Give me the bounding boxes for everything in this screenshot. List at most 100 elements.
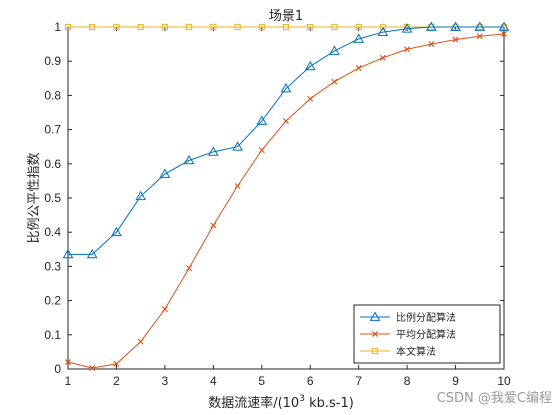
series-layer (62, 21, 510, 371)
marker-stroke (307, 95, 314, 102)
data-point (113, 360, 120, 367)
marker-stroke (186, 265, 193, 272)
data-point (186, 265, 193, 272)
data-point (355, 65, 362, 72)
data-point (89, 23, 96, 31)
x-tick-label: 9 (452, 374, 459, 388)
data-point (256, 115, 268, 125)
data-point (401, 23, 413, 33)
x-axis-label-tail: kb.s-1) (305, 396, 354, 411)
data-point (210, 23, 217, 31)
legend-entry-2: 平均分配算法 (360, 328, 456, 341)
data-point (428, 41, 435, 48)
watermark: CSDN @我爱C编程 (437, 391, 552, 406)
marker-stroke (89, 364, 96, 371)
y-axis-label: 比例公平性指数 (27, 152, 42, 243)
data-point (355, 23, 362, 31)
x-tick-label: 1 (65, 374, 72, 388)
data-point (307, 95, 314, 102)
marker-stroke (501, 30, 507, 37)
series-1 (62, 21, 510, 259)
marker-stroke (113, 360, 120, 367)
data-point (404, 46, 411, 53)
marker-stroke (372, 331, 378, 337)
x-tick-label: 3 (162, 374, 169, 388)
legend-marker (372, 331, 378, 337)
data-point (258, 147, 265, 154)
data-point (283, 118, 289, 125)
marker-stroke (452, 36, 459, 43)
data-point (498, 21, 510, 31)
x-tick-label: 2 (113, 374, 120, 388)
x-tick-label: 5 (258, 374, 265, 388)
data-point (113, 23, 120, 31)
marker-stroke (161, 306, 168, 313)
y-tick-label: 0.3 (44, 259, 61, 273)
x-tick-label: 7 (355, 374, 362, 388)
data-point (501, 30, 507, 37)
data-point (452, 36, 459, 43)
marker-stroke (258, 147, 265, 154)
y-tick-label: 0.7 (44, 123, 61, 137)
data-point (210, 222, 217, 229)
x-tick-label: 10 (497, 374, 511, 388)
data-point (234, 183, 241, 190)
legend-entry-3: 本文算法 (360, 345, 436, 358)
y-tick-label: 0.2 (44, 294, 61, 308)
x-axis-label-sup: 3 (299, 394, 305, 404)
y-tick-label: 1 (54, 20, 61, 34)
data-point (161, 23, 168, 31)
data-point (135, 190, 147, 201)
data-point (304, 60, 316, 71)
data-point (137, 23, 144, 31)
data-point (232, 141, 243, 151)
chart-title: 场景1 (269, 9, 303, 24)
data-point (183, 154, 195, 165)
data-point (379, 54, 386, 61)
marker-stroke (428, 41, 435, 48)
legend-label: 平均分配算法 (396, 328, 456, 341)
data-point (331, 78, 338, 85)
x-tick-label: 8 (404, 374, 411, 388)
y-tick-label: 0.9 (44, 54, 61, 68)
data-point (86, 248, 98, 259)
y-tick-label: 0.4 (44, 225, 61, 239)
x-axis-label-main: 数据流速率/(10 (208, 395, 299, 411)
data-point (450, 21, 461, 31)
marker-stroke (355, 65, 362, 72)
y-tick-label: 0.8 (44, 88, 61, 102)
y-tick-label: 0.1 (44, 328, 61, 342)
data-point (280, 83, 292, 93)
marker-stroke (210, 222, 217, 229)
data-point (476, 33, 483, 40)
data-point (425, 21, 437, 31)
data-point (64, 23, 72, 31)
data-point (329, 45, 340, 55)
data-point (282, 23, 290, 31)
x-tick-label: 6 (307, 374, 314, 388)
marker-stroke (476, 33, 483, 40)
marker-stroke (283, 118, 289, 125)
data-point (161, 306, 168, 313)
marker-stroke (379, 54, 386, 61)
data-point (111, 226, 122, 237)
marker-stroke (234, 183, 241, 190)
data-point (258, 23, 265, 31)
data-point (307, 23, 314, 31)
data-point (474, 21, 486, 31)
data-point (65, 359, 71, 366)
legend-marker (371, 347, 379, 355)
axis-ticks: 1 2 3 4 5 6 7 8 9 10 0 0.1 0.2 0.3 0.4 0.5 0.6 0.7 0.8 0.9 1 (44, 20, 511, 388)
legend-label: 比例分配算法 (396, 311, 456, 324)
legend-marker (369, 311, 381, 321)
marker-stroke (404, 46, 411, 53)
legend-label: 本文算法 (396, 345, 436, 358)
y-tick-label: 0.6 (44, 157, 61, 171)
data-point (377, 26, 389, 37)
y-tick-label: 0 (54, 362, 61, 376)
legend-entry-1: 比例分配算法 (360, 311, 456, 324)
data-point (234, 23, 241, 31)
marker-stroke (65, 359, 71, 366)
